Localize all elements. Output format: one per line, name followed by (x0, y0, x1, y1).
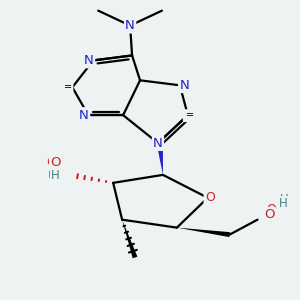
Text: N: N (125, 19, 135, 32)
Text: O: O (266, 203, 276, 216)
Text: N: N (179, 79, 188, 92)
Text: N: N (78, 109, 88, 122)
Text: N: N (153, 136, 163, 149)
Text: =: = (186, 110, 194, 120)
Text: N: N (83, 54, 93, 67)
Text: =: = (184, 111, 192, 121)
Text: N: N (85, 54, 94, 67)
Text: N: N (80, 109, 89, 122)
Polygon shape (122, 220, 137, 258)
Text: N: N (153, 136, 163, 149)
Polygon shape (157, 145, 163, 175)
Text: O: O (46, 156, 56, 170)
Text: N: N (125, 19, 135, 32)
Text: =: = (64, 82, 72, 92)
Text: N: N (180, 79, 190, 92)
Text: O: O (50, 156, 61, 170)
Text: H: H (279, 197, 288, 210)
Text: O: O (264, 208, 275, 221)
Text: H: H (48, 168, 56, 182)
Polygon shape (177, 228, 230, 237)
Text: H: H (280, 193, 289, 206)
Text: O: O (205, 191, 215, 204)
Text: H: H (51, 169, 60, 182)
